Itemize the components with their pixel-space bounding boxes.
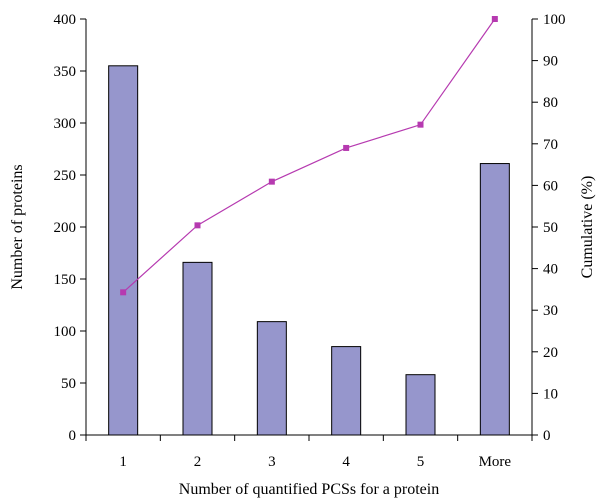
y-left-tick-label: 300 [54,116,77,132]
y-left-tick-label: 50 [61,376,76,392]
cumulative-line [122,18,496,293]
y-right-tick-label: 0 [543,428,551,444]
y-right-tick-label: 10 [543,386,558,402]
bar-5 [405,374,436,436]
x-tick-label: 5 [417,454,425,470]
y-left-tick-label: 150 [54,272,77,288]
bar-1 [108,65,139,436]
y-left-tick-label: 200 [54,220,77,236]
cumulative-point-4 [343,144,350,151]
y-axis-left-title: Number of proteins [9,164,26,289]
y-left-tick-label: 0 [69,428,77,444]
y-left-tick-label: 100 [54,324,77,340]
x-tick-label: 1 [119,454,127,470]
y-right-tick-label: 40 [543,262,558,278]
bar-4 [331,346,362,436]
x-tick-label: 4 [342,454,350,470]
x-tick-label: 3 [268,454,276,470]
cumulative-point-more [491,16,498,22]
cumulative-point-1 [120,289,127,296]
y-left-tick-label: 350 [54,64,77,80]
bar-2 [182,261,213,436]
bar-3 [256,321,287,436]
axes-layer [85,19,533,436]
y-right-tick-label: 20 [543,345,558,361]
y-right-tick-label: 30 [543,303,558,319]
bars-layer [108,65,510,436]
x-axis-title: Number of quantified PCSs for a protein [179,481,439,498]
y-right-tick-label: 60 [543,178,558,194]
y-right-tick-label: 50 [543,220,558,236]
y-axis-right-title: Cumulative (%) [579,176,596,279]
y-left-tick-label: 400 [54,12,77,28]
y-right-tick-label: 80 [543,95,558,111]
y-right-tick-label: 90 [543,54,558,70]
x-tick-label: 2 [194,454,202,470]
y-right-tick-label: 100 [543,12,566,28]
x-tick-label: More [479,454,512,470]
cumulative-line-layer [120,16,498,296]
ticks-layer: 0 50 100 150 200 250 300 350 400 0 10 20 30 40 50 60 70 8… [54,12,566,470]
cumulative-point-3 [268,178,275,185]
cumulative-point-2 [194,222,201,229]
bar-more [479,163,510,436]
y-left-tick-label: 250 [54,168,77,184]
y-right-tick-label: 70 [543,137,558,153]
cumulative-point-5 [417,121,424,128]
